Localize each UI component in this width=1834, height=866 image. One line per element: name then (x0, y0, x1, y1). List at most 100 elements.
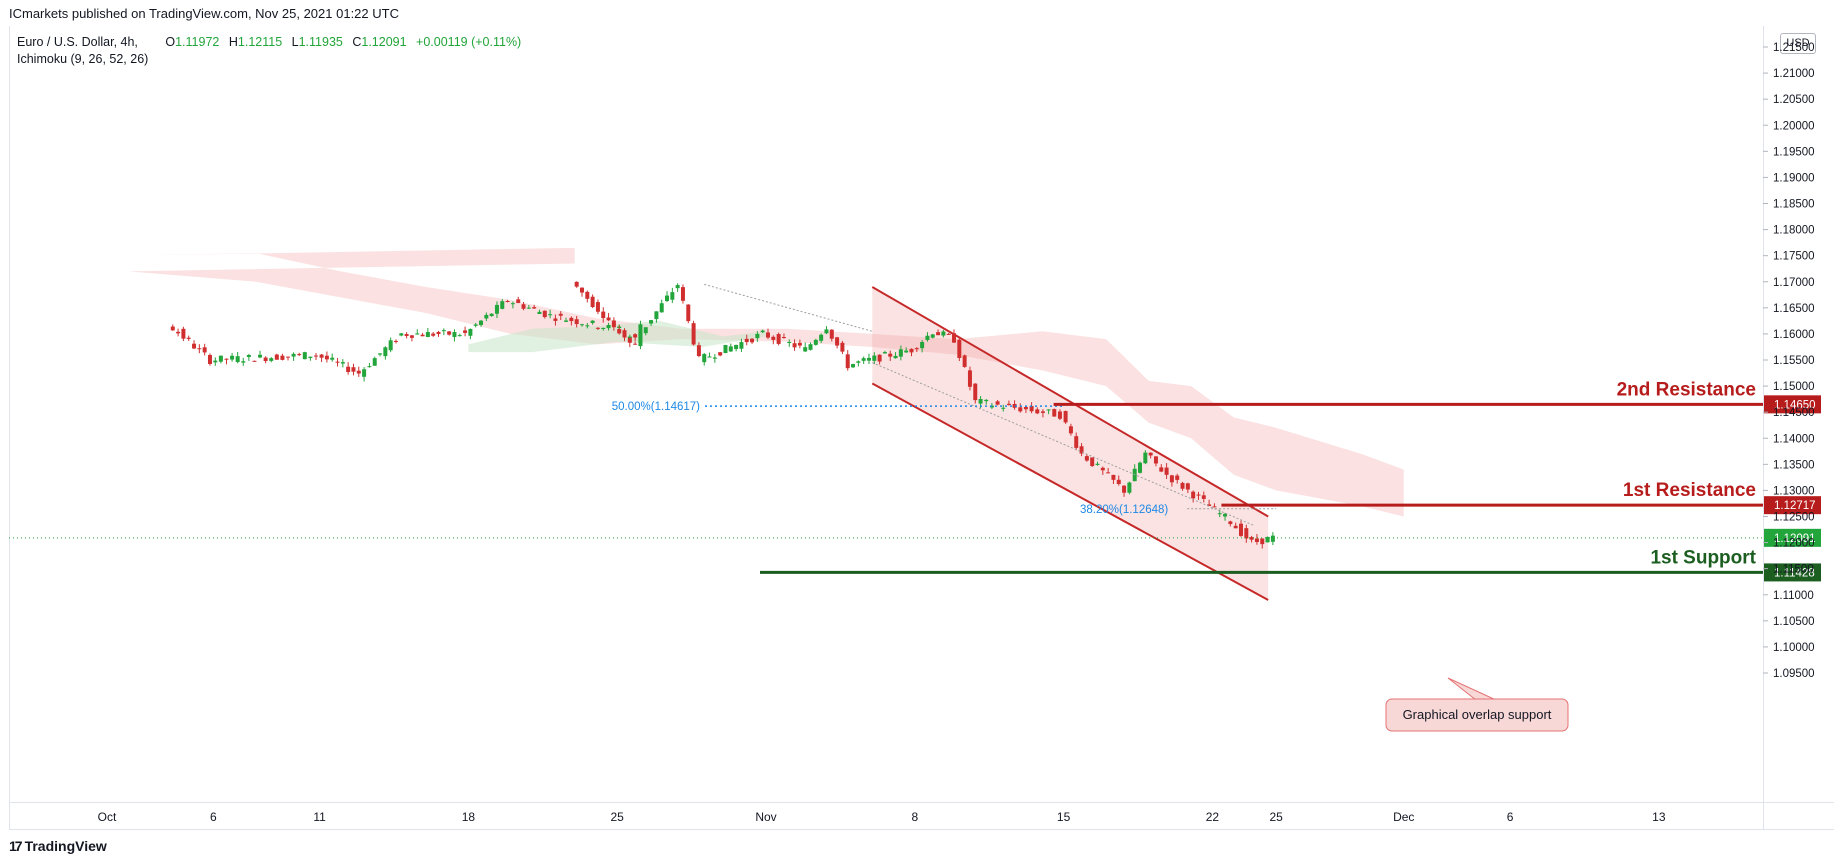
candle-body (925, 335, 930, 340)
candle-body (542, 310, 547, 318)
candle-body (995, 401, 1000, 405)
candle-body (611, 324, 616, 328)
time-tick-label: 6 (1507, 810, 1514, 824)
price-tick-label: 1.20000 (1773, 120, 1815, 132)
candle-body (627, 336, 632, 338)
candle-body (696, 345, 701, 357)
candle-body (1046, 409, 1051, 411)
candle-body (213, 360, 218, 363)
fib-38-label: 38.20%(1.12648) (1080, 504, 1168, 516)
high-value: 1.12115 (237, 35, 283, 49)
candle-body (1260, 538, 1265, 545)
candle-body (718, 352, 723, 356)
candle-body (835, 337, 840, 346)
candle-body (258, 354, 263, 358)
indicator-label[interactable]: Ichimoku (9, 26, 52, 26) (17, 52, 149, 66)
descending-channel (871, 286, 1269, 601)
candle-body (590, 320, 595, 324)
candle-body (252, 360, 257, 362)
candle-body (170, 326, 175, 331)
candle-body (888, 353, 893, 357)
candle-body (962, 355, 967, 367)
candle-body (1012, 403, 1017, 408)
candle-body (1111, 474, 1116, 480)
candle-body (957, 339, 962, 358)
candle-body (898, 349, 903, 357)
candle-body (564, 320, 569, 322)
channel-lower-line[interactable] (871, 382, 1269, 601)
open-label: O (165, 35, 176, 49)
candle-body (946, 333, 951, 335)
candle-body (904, 350, 909, 353)
candle-body (760, 330, 765, 333)
candle-body (797, 342, 802, 346)
price-tick-label: 1.16000 (1773, 329, 1815, 341)
candle-body (1175, 475, 1180, 480)
candle-body (404, 334, 409, 336)
low-value: 1.11935 (298, 35, 343, 49)
candle-body (665, 295, 670, 302)
brand-label: TradingView (24, 838, 107, 854)
price-tick-label: 1.13500 (1773, 459, 1815, 471)
publisher-caption: ICmarkets published on TradingView.com, … (9, 6, 399, 21)
candle-body (984, 399, 989, 402)
candle-body (750, 338, 755, 343)
candle-body (192, 343, 197, 349)
candle-body (383, 347, 388, 357)
current-price-label: 1.12091 (1774, 533, 1816, 545)
candle-body (893, 355, 898, 359)
channel-upper-line[interactable] (871, 286, 1269, 518)
time-axis[interactable]: Oct 6 11 18 25 Nov 8 15 22 25 Dec 6 13 (98, 810, 1666, 824)
candle-body (633, 334, 638, 338)
candle-body (537, 311, 542, 314)
time-tick-label: 22 (1206, 810, 1220, 824)
change-value: +0.00119 (+0.11%) (416, 35, 522, 49)
candle-body (286, 356, 291, 358)
symbol-title[interactable]: Euro / U.S. Dollar, 4h, (17, 35, 138, 49)
candle-body (297, 354, 302, 356)
candle-body (324, 355, 329, 360)
candle-body (579, 287, 584, 293)
price-tick-label: 1.13000 (1773, 485, 1815, 497)
candle-body (1100, 467, 1105, 471)
candle-body (431, 333, 436, 336)
candle-body (787, 341, 792, 344)
candle-body (1169, 475, 1174, 483)
candles (170, 281, 1275, 549)
candle-body (516, 299, 521, 303)
candle-body (463, 330, 468, 333)
candle-body (1270, 535, 1275, 542)
candle-body (1254, 538, 1259, 543)
candle-body (1249, 537, 1254, 540)
candle-body (851, 364, 856, 368)
candle-body (1244, 528, 1249, 539)
callout-box[interactable] (1385, 698, 1569, 732)
candle-body (638, 332, 643, 343)
candle-body (1116, 479, 1121, 484)
candle-body (691, 323, 696, 345)
candle-body (739, 342, 744, 349)
candle-body (1068, 426, 1073, 434)
candle-body (1095, 463, 1100, 465)
candle-body (1063, 411, 1068, 423)
candle-body (808, 344, 813, 350)
candle-body (351, 367, 356, 372)
candle-body (845, 354, 850, 369)
candle-body (574, 281, 579, 287)
candle-body (595, 327, 600, 329)
candle-body (686, 304, 691, 322)
candle-body (1223, 513, 1228, 517)
price-axis[interactable]: 1.21500 1.21000 1.20500 1.20000 1.19500 1.190… (1763, 42, 1815, 680)
tradingview-logo[interactable]: 17 TradingView (9, 838, 107, 854)
candle-body (723, 344, 728, 354)
price-tick-label: 1.11500 (1773, 564, 1814, 576)
candle-body (1196, 494, 1201, 496)
candle-body (866, 357, 871, 361)
currency-button[interactable]: USD (1780, 33, 1816, 54)
price-tick-label: 1.21500 (1773, 42, 1815, 54)
candle-body (388, 340, 393, 351)
candle-body (207, 354, 212, 364)
candle-body (1180, 482, 1185, 489)
candle-body (521, 304, 526, 309)
